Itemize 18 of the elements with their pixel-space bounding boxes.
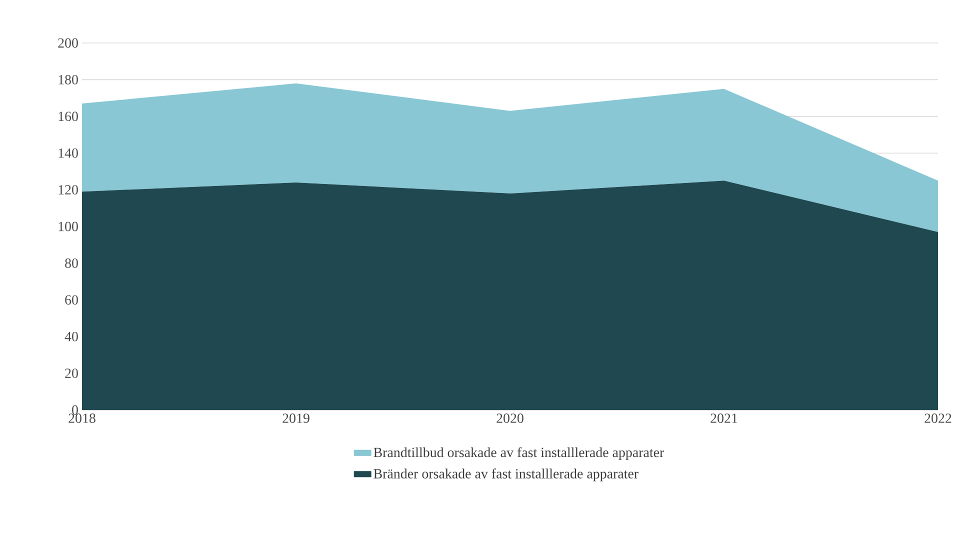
y-tick-label: 120 bbox=[58, 185, 78, 195]
y-tick-label: 160 bbox=[58, 112, 78, 122]
legend-label: Bränder orsakade av fast installlerade apparater bbox=[374, 468, 638, 482]
y-tick-label: 80 bbox=[65, 258, 78, 268]
y-tick-label: 180 bbox=[58, 74, 78, 84]
legend-label: Brandtillbud orsakade av fast installlerade apparater bbox=[374, 447, 664, 460]
x-tick-label: 2022 bbox=[924, 414, 952, 423]
x-tick-label: 2021 bbox=[710, 414, 738, 423]
y-tick-label: 100 bbox=[58, 222, 78, 232]
y-tick-label: 40 bbox=[64, 332, 78, 342]
y-tick-label: 200 bbox=[58, 38, 78, 48]
y-tick-label: 0 bbox=[72, 405, 78, 415]
x-tick-label: 2018 bbox=[68, 414, 96, 423]
x-tick-label: 2019 bbox=[282, 414, 310, 423]
x-tick-label: 2020 bbox=[496, 414, 524, 423]
y-tick-label: 60 bbox=[65, 295, 78, 305]
y-tick-label: 20 bbox=[65, 368, 78, 378]
y-tick-label: 140 bbox=[58, 148, 78, 158]
